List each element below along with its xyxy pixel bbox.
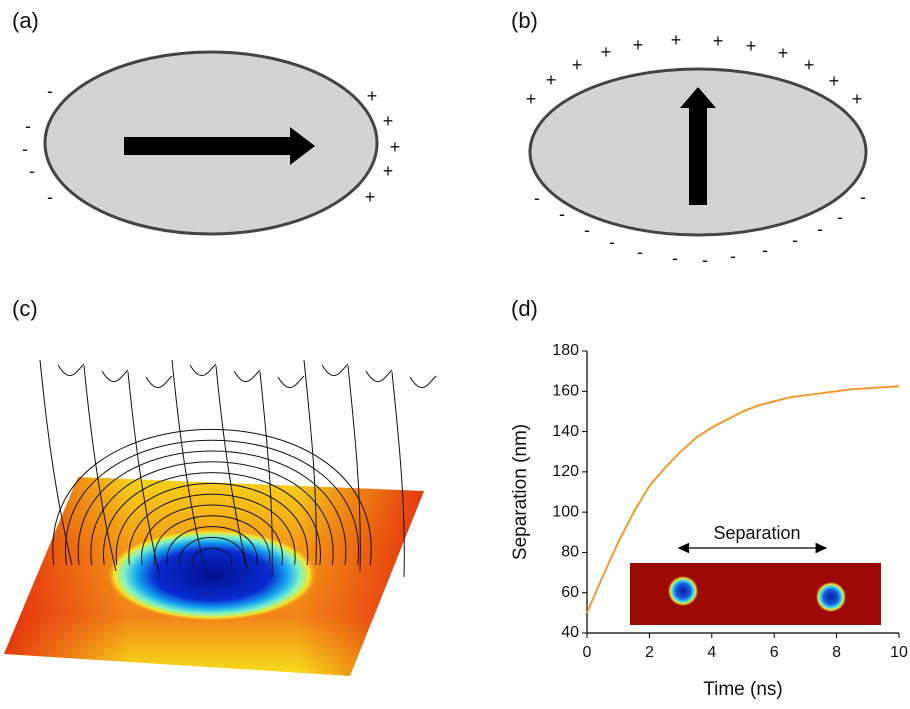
charge-sign: - [22, 139, 28, 159]
charge-sign: - [29, 161, 35, 181]
field-line [215, 365, 249, 572]
polarization-arrow [124, 127, 315, 165]
y-tick-label: 180 [552, 342, 579, 359]
field-line [347, 365, 361, 572]
inset: Separation [630, 523, 881, 625]
y-tick-label: 120 [552, 463, 579, 480]
charge-sign: + [804, 55, 815, 75]
field-line [409, 375, 437, 389]
charge-sign: + [526, 89, 537, 109]
field-line [83, 365, 117, 572]
panel-label: (a) [12, 8, 39, 33]
charge-sign: - [860, 187, 866, 207]
field-line [52, 429, 372, 566]
field-line [171, 359, 205, 566]
field-line [141, 504, 283, 566]
y-tick-label: 40 [561, 624, 579, 641]
field-line [365, 369, 393, 383]
charge-sign: + [671, 30, 682, 50]
charge-sign: + [778, 43, 789, 63]
data-line [586, 385, 900, 614]
field-line [259, 371, 273, 578]
skyrmion-core [107, 529, 317, 621]
charge-sign: + [829, 71, 840, 91]
panel-label: (b) [511, 8, 538, 33]
charge-sign: - [47, 81, 53, 101]
y-tick-label: 60 [561, 584, 579, 601]
y-tick-label: 140 [552, 423, 579, 440]
panel-label: (d) [511, 296, 538, 321]
field-line [115, 483, 309, 566]
field-line [103, 472, 321, 566]
field-line [303, 359, 317, 566]
charge-sign: - [559, 204, 565, 224]
charge-sign: - [792, 230, 798, 250]
y-tick-label: 160 [552, 383, 579, 400]
y-axis-title: Separation (nm) [510, 424, 531, 560]
skyrmion [668, 576, 698, 606]
charge-sign: + [633, 35, 644, 55]
charge-sign: - [25, 116, 31, 136]
x-tick-label: 8 [832, 644, 841, 661]
charge-sign: + [852, 89, 863, 109]
inset-label: Separation [713, 523, 800, 543]
field-line [101, 369, 129, 383]
charge-sign: - [637, 242, 643, 262]
charge-sign: + [367, 86, 378, 106]
charge-sign: + [601, 42, 612, 62]
charge-sign: - [534, 188, 540, 208]
field-line [233, 369, 261, 383]
field-line [277, 375, 305, 389]
field-line [65, 439, 359, 566]
charge-sign: + [546, 70, 557, 90]
y-tick-label: 100 [552, 503, 579, 520]
charge-sign: + [383, 111, 394, 131]
charge-sign: + [365, 187, 376, 207]
field-line [128, 493, 296, 566]
charge-sign: - [672, 248, 678, 268]
charge-sign: - [609, 232, 615, 252]
x-tick-label: 0 [583, 644, 592, 661]
field-line [179, 537, 245, 566]
field-line [166, 526, 258, 566]
charge-sign: - [47, 187, 53, 207]
field-line [39, 359, 73, 566]
field-line [77, 450, 347, 566]
field-line [391, 371, 405, 578]
charge-sign: + [390, 137, 401, 157]
field-line [321, 363, 349, 377]
charge-sign: - [702, 250, 708, 270]
field-plot [4, 359, 437, 676]
charge-sign: - [837, 207, 843, 227]
charge-sign: - [817, 219, 823, 239]
x-tick-label: 10 [890, 644, 908, 661]
charge-sign: - [584, 220, 590, 240]
charge-sign: - [762, 240, 768, 260]
x-tick-label: 6 [770, 644, 779, 661]
x-tick-label: 2 [645, 644, 654, 661]
x-tick-label: 4 [707, 644, 716, 661]
y-tick-label: 80 [561, 544, 579, 561]
field-line [57, 363, 85, 377]
panel-label: (c) [12, 296, 38, 321]
field-line [127, 371, 161, 578]
charge-sign: + [572, 55, 583, 75]
field-line [154, 515, 270, 566]
field-line [145, 375, 173, 389]
field-line [191, 547, 233, 566]
skyrmion [816, 582, 846, 612]
x-axis-title: Time (ns) [703, 679, 783, 700]
charge-sign: + [383, 161, 394, 181]
field-line [189, 363, 217, 377]
charge-sign: - [730, 246, 736, 266]
polarization-arrow [680, 87, 716, 205]
charge-sign: + [713, 31, 724, 51]
charge-sign: + [746, 36, 757, 56]
